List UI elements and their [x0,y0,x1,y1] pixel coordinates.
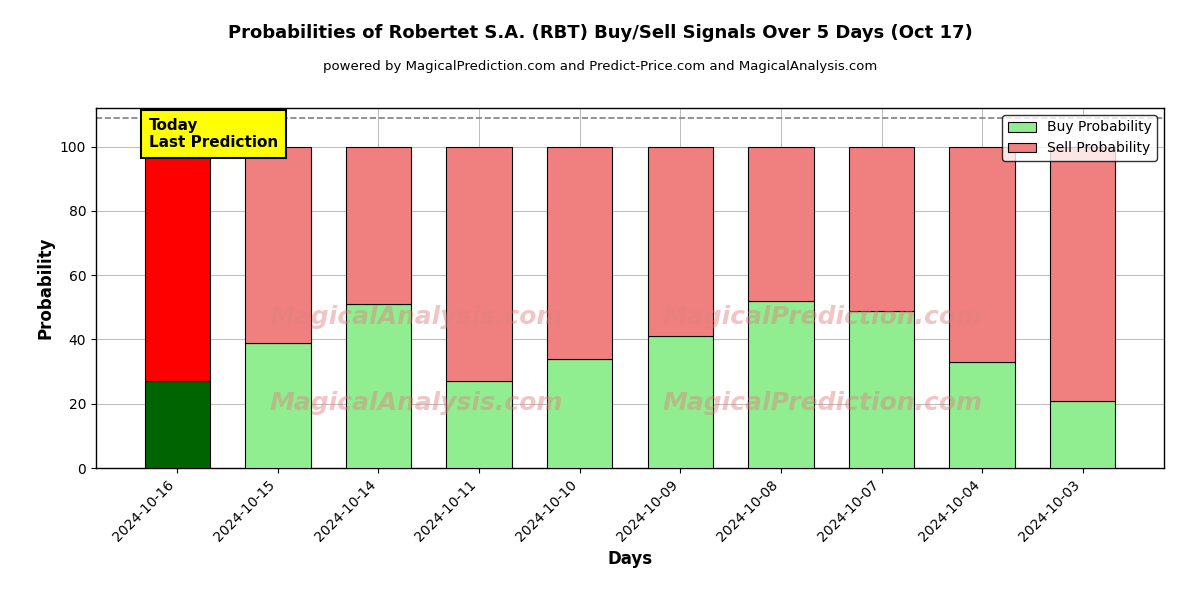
Bar [749,301,814,468]
Bar [848,146,914,311]
Bar [648,336,713,468]
Bar [648,146,713,336]
Bar [749,146,814,301]
Text: Probabilities of Robertet S.A. (RBT) Buy/Sell Signals Over 5 Days (Oct 17): Probabilities of Robertet S.A. (RBT) Buy… [228,24,972,42]
Bar [346,146,412,304]
Bar [446,146,511,381]
Text: MagicalPrediction.com: MagicalPrediction.com [662,305,983,329]
Bar [1050,401,1116,468]
Text: MagicalPrediction.com: MagicalPrediction.com [662,391,983,415]
Bar [547,146,612,359]
Bar [144,146,210,381]
Bar [245,146,311,343]
Text: MagicalAnalysis.com: MagicalAnalysis.com [270,305,563,329]
Text: MagicalAnalysis.com: MagicalAnalysis.com [270,391,563,415]
Bar [949,146,1015,362]
Text: powered by MagicalPrediction.com and Predict-Price.com and MagicalAnalysis.com: powered by MagicalPrediction.com and Pre… [323,60,877,73]
Bar [446,381,511,468]
X-axis label: Days: Days [607,550,653,568]
Bar [547,359,612,468]
Y-axis label: Probability: Probability [36,237,54,339]
Bar [144,381,210,468]
Bar [346,304,412,468]
Bar [949,362,1015,468]
Text: Today
Last Prediction: Today Last Prediction [149,118,278,150]
Bar [848,311,914,468]
Bar [245,343,311,468]
Bar [1050,146,1116,401]
Legend: Buy Probability, Sell Probability: Buy Probability, Sell Probability [1002,115,1157,161]
